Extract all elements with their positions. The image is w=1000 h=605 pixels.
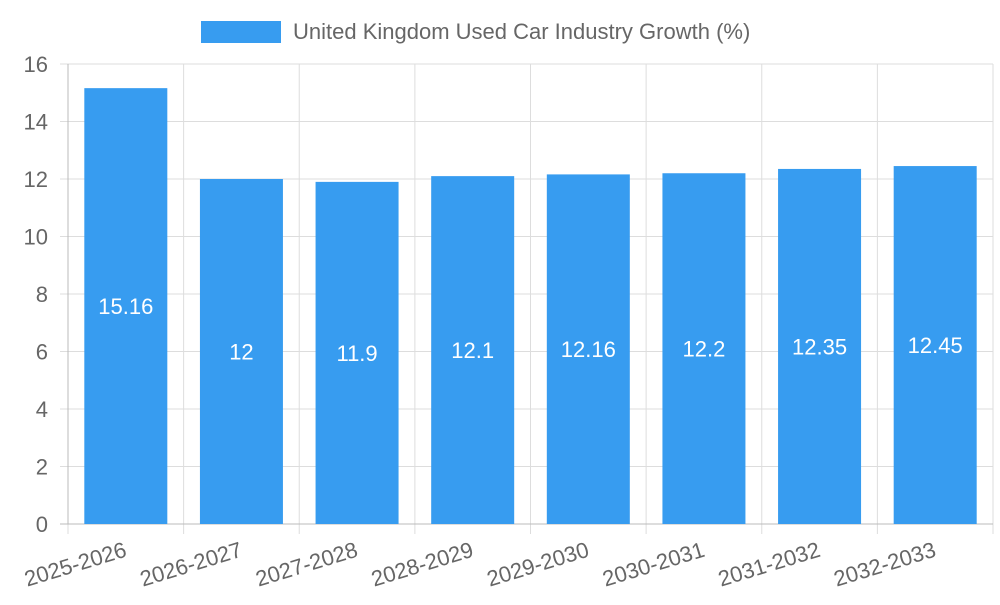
y-tick-label: 6 (36, 340, 48, 365)
y-tick-label: 10 (24, 225, 48, 250)
bar-data-label: 12 (229, 340, 253, 365)
x-tick-label: 2032-2033 (831, 537, 939, 592)
x-tick-label: 2031-2032 (715, 537, 823, 592)
data-labels: 15.16 12 11.9 12.1 12.16 12.2 12.35 12.45 (98, 294, 962, 366)
bar-data-label: 11.9 (336, 341, 377, 366)
bar-data-label: 12.2 (683, 337, 726, 362)
y-tick-label: 16 (24, 52, 48, 77)
x-tick-label: 2028-2029 (368, 537, 476, 592)
bar[interactable] (546, 174, 630, 524)
bar[interactable] (431, 176, 515, 524)
y-tick-label: 2 (36, 455, 48, 480)
y-axis: 0 2 4 6 8 10 12 14 16 (24, 52, 69, 537)
bar-data-label: 15.16 (98, 294, 153, 319)
bar[interactable] (84, 88, 168, 525)
x-tick-label: 2025-2026 (21, 537, 129, 592)
y-tick-label: 8 (36, 282, 48, 307)
x-tick-label: 2029-2030 (484, 537, 592, 592)
legend-label: United Kingdom Used Car Industry Growth … (293, 19, 750, 44)
bar[interactable] (315, 181, 399, 524)
legend[interactable]: United Kingdom Used Car Industry Growth … (201, 19, 750, 44)
bars (84, 88, 977, 525)
bar-data-label: 12.35 (792, 334, 847, 359)
bar[interactable] (893, 166, 977, 524)
bar-data-label: 12.16 (561, 337, 616, 362)
x-tick-label: 2030-2031 (599, 537, 707, 592)
y-tick-label: 12 (24, 167, 48, 192)
bar-data-label: 12.45 (908, 333, 963, 358)
x-tick-label: 2026-2027 (137, 537, 245, 592)
x-axis: 2025-2026 2026-2027 2027-2028 2028-2029 2029… (21, 523, 993, 592)
legend-swatch (201, 21, 281, 43)
y-tick-label: 0 (36, 512, 48, 537)
y-tick-label: 4 (36, 397, 48, 422)
bar-data-label: 12.1 (451, 338, 494, 363)
bar[interactable] (662, 173, 746, 524)
bar[interactable] (778, 168, 862, 524)
x-tick-label: 2027-2028 (253, 537, 361, 592)
y-tick-label: 14 (24, 110, 48, 135)
bar[interactable] (199, 179, 283, 524)
